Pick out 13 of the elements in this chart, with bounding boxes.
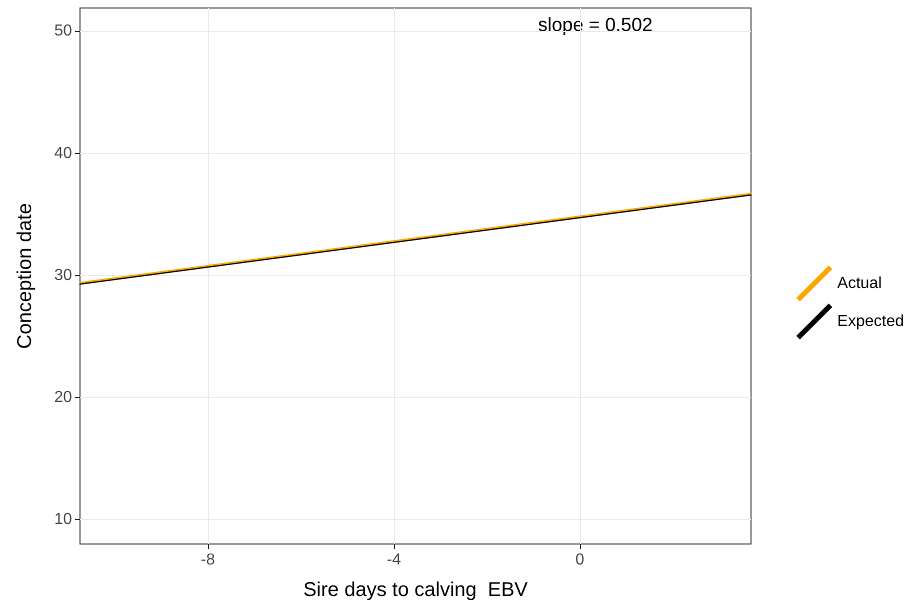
annotation: slope = 0.502 — [538, 15, 653, 36]
y-tick-label: 30 — [54, 266, 72, 284]
x-tick-label: -8 — [200, 552, 216, 568]
legend-label: Expected — [837, 313, 904, 330]
y-tick-label: 50 — [54, 22, 72, 40]
x-tick-label: -4 — [386, 552, 402, 568]
y-tick-label: 10 — [54, 511, 72, 528]
x-axis-title: Sire days to calving EBV — [303, 579, 528, 601]
y-tick-label: 20 — [54, 388, 72, 406]
x-tick-label: 0 — [575, 552, 584, 568]
legend-label: Actual — [837, 275, 882, 292]
y-axis-title: Conception date — [14, 203, 36, 349]
y-tick-label: 40 — [54, 144, 72, 162]
